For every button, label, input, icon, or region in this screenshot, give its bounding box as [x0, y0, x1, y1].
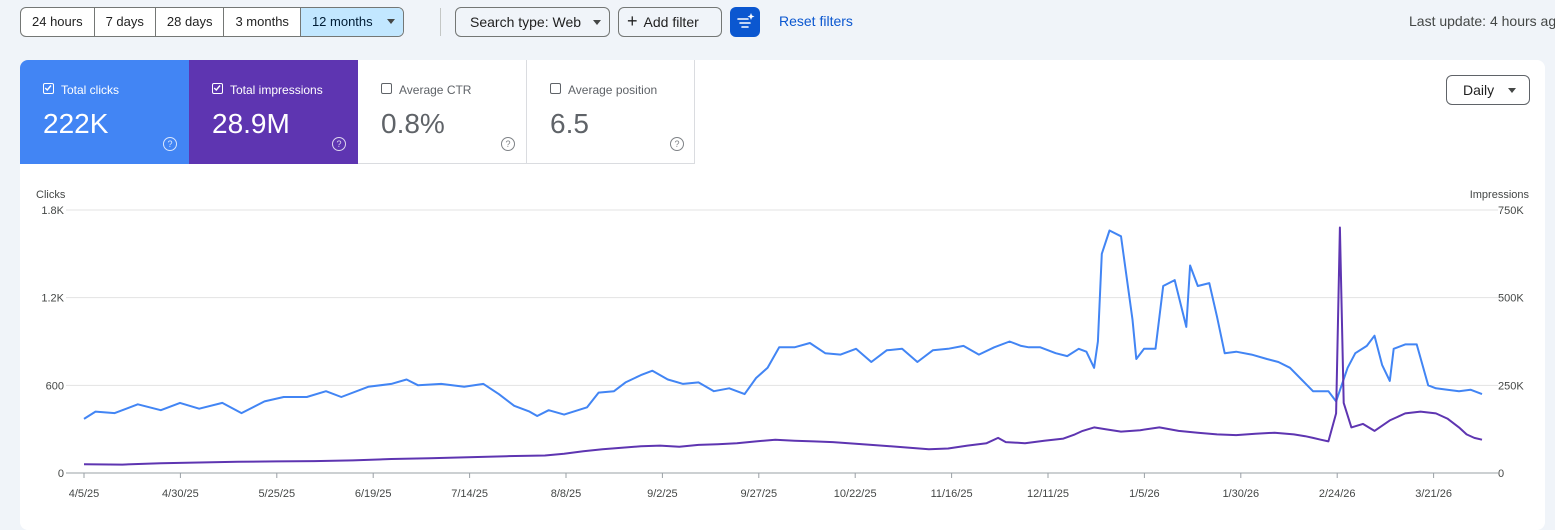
- help-icon[interactable]: ?: [163, 137, 177, 151]
- metric-label: Total clicks: [61, 83, 120, 97]
- filter-sparkle-button[interactable]: [730, 7, 760, 37]
- x-tick-label: 4/30/25: [162, 488, 199, 500]
- date-range-selector: 24 hours 7 days 28 days 3 months 12 mont…: [20, 7, 404, 37]
- metric-average-ctr[interactable]: Average CTR 0.8% ?: [358, 60, 527, 164]
- x-tick-label: 1/30/26: [1222, 488, 1259, 500]
- x-tick-label: 1/5/26: [1129, 488, 1160, 500]
- metric-total-clicks[interactable]: Total clicks 222K ?: [20, 60, 189, 164]
- range-7-days[interactable]: 7 days: [95, 8, 156, 36]
- metric-label: Total impressions: [230, 83, 323, 97]
- series-line-clicks[interactable]: [83, 229, 1483, 420]
- checkbox-unchecked-icon[interactable]: [550, 83, 561, 94]
- range-28-days[interactable]: 28 days: [156, 8, 225, 36]
- metric-value: 0.8%: [381, 108, 445, 139]
- metric-value: 6.5: [550, 108, 589, 139]
- reset-filters-link[interactable]: Reset filters: [779, 13, 853, 29]
- range-12-months[interactable]: 12 months: [300, 8, 403, 36]
- checkbox-unchecked-icon[interactable]: [381, 83, 392, 94]
- add-filter-button[interactable]: + Add filter: [618, 7, 722, 37]
- range-3-months[interactable]: 3 months: [224, 8, 301, 36]
- metric-total-impressions[interactable]: Total impressions 28.9M ?: [189, 60, 358, 164]
- granularity-label: Daily: [1463, 82, 1495, 98]
- metric-label: Average CTR: [399, 83, 472, 97]
- x-tick-label: 7/14/25: [451, 488, 488, 500]
- right-tick-label: 250K: [1498, 380, 1524, 392]
- x-tick-label: 4/5/25: [69, 488, 100, 500]
- range-12-months-label: 12 months: [311, 14, 373, 29]
- plus-icon: +: [627, 11, 638, 31]
- metric-average-position[interactable]: Average position 6.5 ?: [527, 60, 695, 164]
- search-type-label: Search type: Web: [470, 14, 582, 30]
- x-tick-label: 8/8/25: [551, 488, 582, 500]
- x-tick-label: 11/16/25: [931, 488, 973, 500]
- right-tick-label: 750K: [1498, 205, 1524, 217]
- x-tick-label: 12/11/25: [1027, 488, 1069, 500]
- right-tick-label: 500K: [1498, 293, 1524, 305]
- checkbox-checked-icon[interactable]: [212, 83, 223, 94]
- last-update-text: Last update: 4 hours ago: [1409, 13, 1555, 29]
- chevron-down-icon: [386, 19, 395, 25]
- checkbox-checked-icon[interactable]: [43, 83, 54, 94]
- left-tick-label: 1.2K: [41, 293, 64, 305]
- chevron-down-icon: [593, 19, 602, 25]
- x-tick-label: 9/27/25: [740, 488, 777, 500]
- metric-label: Average position: [568, 83, 658, 97]
- left-axis-title: Clicks: [36, 189, 66, 201]
- range-24-hours[interactable]: 24 hours: [21, 8, 95, 36]
- left-tick-label: 1.8K: [41, 205, 64, 217]
- series-line-impressions[interactable]: [83, 226, 1483, 466]
- toolbar: 24 hours 7 days 28 days 3 months 12 mont…: [0, 0, 1555, 44]
- help-icon[interactable]: ?: [332, 137, 346, 151]
- x-tick-label: 3/21/26: [1415, 488, 1452, 500]
- metric-value: 28.9M: [212, 108, 290, 139]
- performance-card: Total clicks 222K ? Total impressions 28…: [20, 60, 1545, 530]
- filter-sparkle-icon: [737, 13, 755, 28]
- chevron-down-icon: [1508, 87, 1517, 93]
- performance-chart: Clicks Impressions 0 0 600 250K 1.2K 500K 1.8K…: [36, 189, 1530, 500]
- divider: [440, 8, 441, 36]
- add-filter-label: Add filter: [643, 14, 699, 30]
- right-axis-title: Impressions: [1470, 189, 1530, 201]
- x-tick-label: 10/22/25: [834, 488, 877, 500]
- x-tick-label: 2/24/26: [1319, 488, 1356, 500]
- left-tick-label: 0: [58, 468, 64, 480]
- metric-value: 222K: [43, 108, 109, 139]
- granularity-dropdown[interactable]: Daily: [1446, 75, 1530, 105]
- search-type-dropdown[interactable]: Search type: Web: [455, 7, 610, 37]
- help-icon[interactable]: ?: [501, 137, 515, 151]
- x-tick-label: 6/19/25: [355, 488, 392, 500]
- right-tick-label: 0: [1498, 468, 1504, 480]
- x-tick-label: 9/2/25: [647, 488, 678, 500]
- help-icon[interactable]: ?: [670, 137, 684, 151]
- x-tick-label: 5/25/25: [258, 488, 295, 500]
- left-tick-label: 600: [46, 380, 64, 392]
